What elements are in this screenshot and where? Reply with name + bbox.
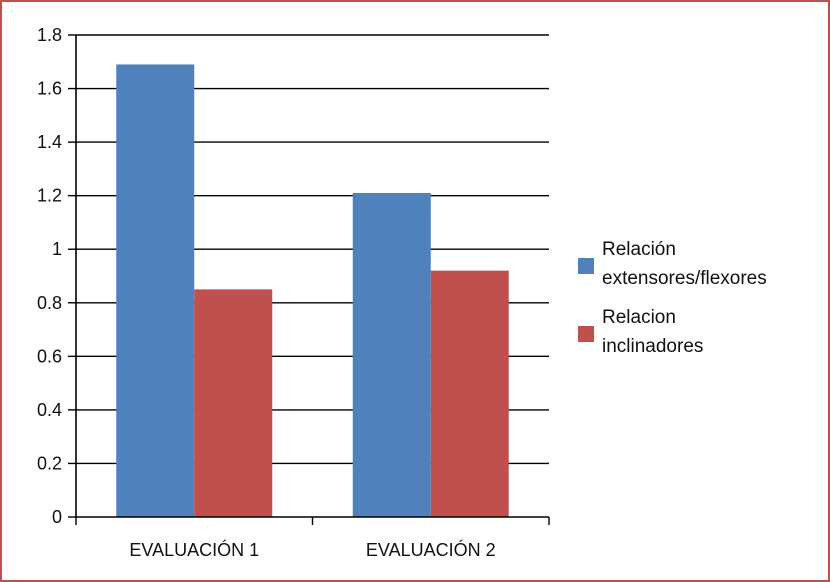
axes: 0 0.2 0.4 0.6 0.8 1 1.2 1.4 1.6 1.8 EVALUACIÓN 1 EV… [37,25,550,560]
y-tick-label: 1 [52,239,62,259]
legend-swatch [578,326,594,342]
x-tick-label: EVALUACIÓN 2 [366,539,496,560]
y-tick-label: 0 [52,507,62,527]
y-tick-label: 0.4 [37,400,62,420]
y-tick-label: 1.2 [37,186,62,206]
bar-series-0-cat-1 [352,192,431,517]
legend: Relación extensores/flexores Relacion incli… [578,239,767,357]
y-tick-label: 1.6 [37,79,62,99]
y-tick-label: 0.2 [37,453,62,473]
y-tick-label: 0.6 [37,346,62,366]
legend-swatch [578,258,594,274]
y-tick-label: 1.4 [37,132,62,152]
y-tick-label: 0.8 [37,293,62,313]
legend-label: extensores/flexores [602,268,767,289]
bars [116,64,509,517]
bar-series-1-cat-0 [194,289,273,517]
legend-label: inclinadores [602,336,703,357]
bar-series-1-cat-1 [430,270,509,517]
bar-series-0-cat-0 [116,64,195,517]
legend-label: Relacion [602,307,676,328]
legend-label: Relación [602,239,676,260]
x-tick-label: EVALUACIÓN 1 [129,539,259,560]
y-tick-label: 1.8 [37,25,62,45]
